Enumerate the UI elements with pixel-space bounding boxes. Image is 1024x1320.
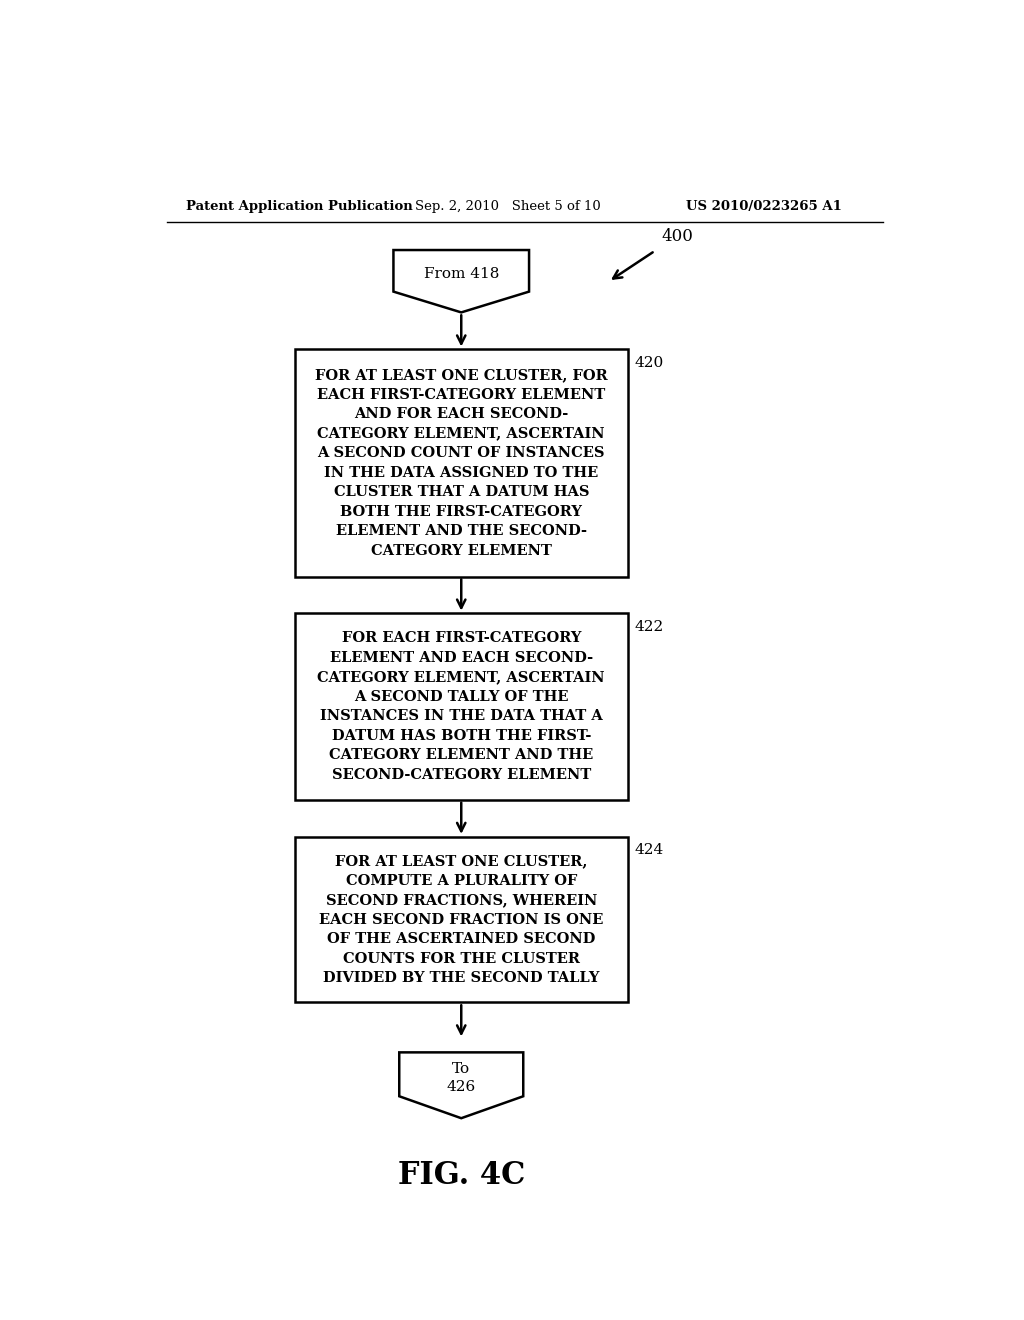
Polygon shape bbox=[399, 1052, 523, 1118]
Text: FIG. 4C: FIG. 4C bbox=[397, 1160, 525, 1192]
Text: 400: 400 bbox=[662, 228, 693, 246]
Bar bbox=[295, 837, 628, 1002]
Text: FOR AT LEAST ONE CLUSTER,
COMPUTE A PLURALITY OF
SECOND FRACTIONS, WHEREIN
EACH : FOR AT LEAST ONE CLUSTER, COMPUTE A PLUR… bbox=[319, 854, 603, 985]
Text: 420: 420 bbox=[634, 355, 664, 370]
Text: From 418: From 418 bbox=[424, 267, 499, 281]
Text: FOR AT LEAST ONE CLUSTER, FOR
EACH FIRST-CATEGORY ELEMENT
AND FOR EACH SECOND-
C: FOR AT LEAST ONE CLUSTER, FOR EACH FIRST… bbox=[314, 368, 607, 557]
Text: 422: 422 bbox=[634, 619, 664, 634]
Text: FOR EACH FIRST-CATEGORY
ELEMENT AND EACH SECOND-
CATEGORY ELEMENT, ASCERTAIN
A S: FOR EACH FIRST-CATEGORY ELEMENT AND EACH… bbox=[317, 631, 605, 781]
Bar bbox=[295, 614, 628, 800]
Text: US 2010/0223265 A1: US 2010/0223265 A1 bbox=[686, 199, 842, 213]
Text: Sep. 2, 2010   Sheet 5 of 10: Sep. 2, 2010 Sheet 5 of 10 bbox=[415, 199, 600, 213]
Polygon shape bbox=[393, 249, 529, 313]
Bar bbox=[295, 350, 628, 577]
Text: To
426: To 426 bbox=[446, 1061, 476, 1094]
Text: Patent Application Publication: Patent Application Publication bbox=[186, 199, 413, 213]
Text: 424: 424 bbox=[634, 843, 664, 857]
